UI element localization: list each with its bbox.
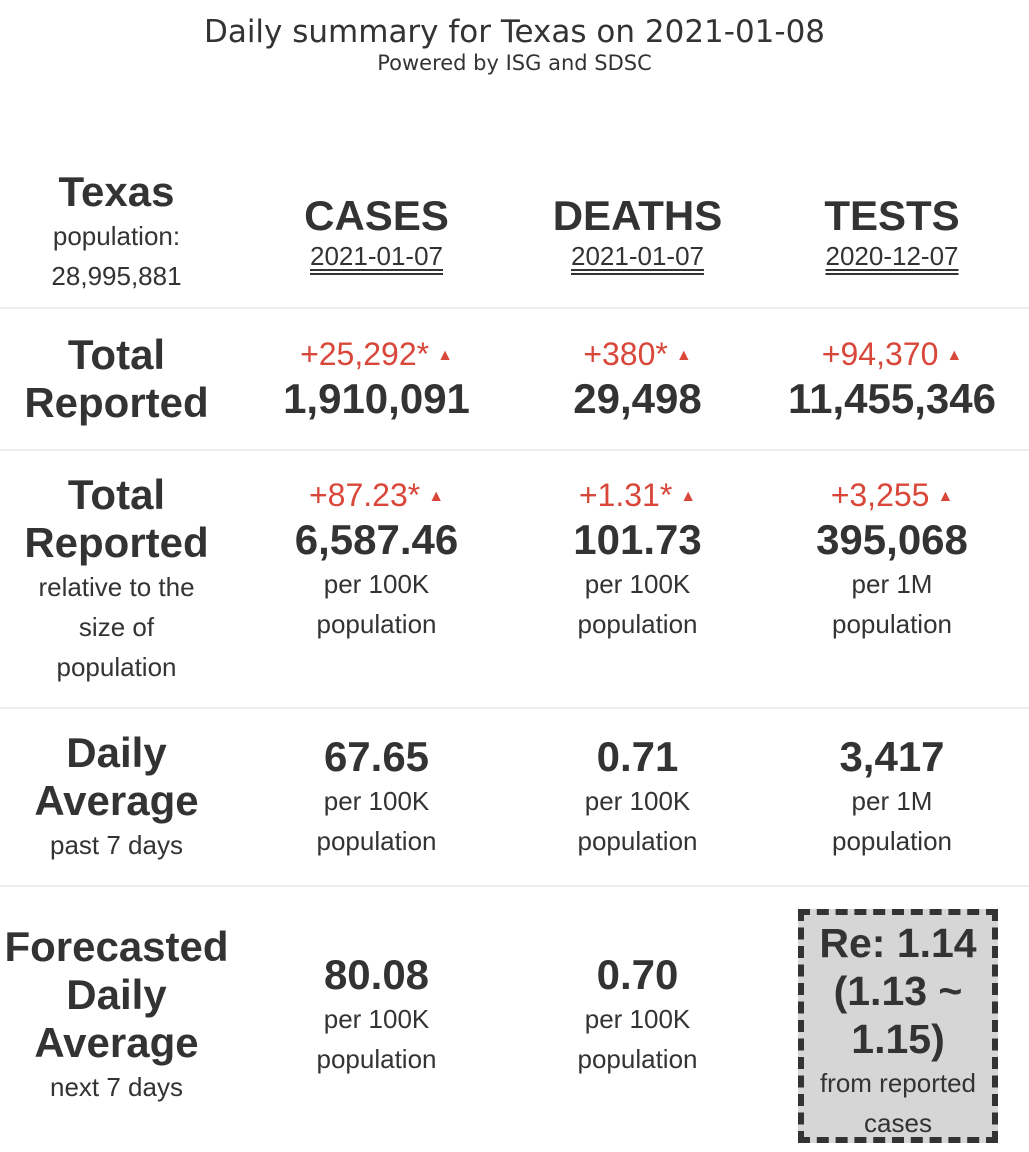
cases-total-value: 1,910,091 xyxy=(283,375,470,422)
total-reported-label: Total Reported xyxy=(0,331,233,427)
tests-daily-value: 3,417 xyxy=(839,733,945,780)
cases-relative-value: 6,587.46 xyxy=(294,516,459,563)
row-sub-line: next 7 days xyxy=(50,1072,183,1102)
deaths-total-value: 29,498 xyxy=(573,375,702,422)
unit-line: population xyxy=(577,1044,698,1074)
page-title: Daily summary for Texas on 2021-01-08 xyxy=(203,14,826,50)
unit-line: population xyxy=(316,826,437,856)
relative-label: Total Reported relative to the size of p… xyxy=(0,471,233,687)
row-label-line: Reported xyxy=(24,519,209,566)
triangle-up-icon: ▲ xyxy=(937,488,954,505)
row-sub-line: relative to the xyxy=(38,572,195,602)
row-label-line: Forecasted xyxy=(4,923,229,970)
tests-column-header: TESTS 2020-12-07 xyxy=(755,192,1029,272)
row-label-line: Reported xyxy=(24,379,209,426)
row-sub-line: past 7 days xyxy=(50,830,183,860)
unit-line: population xyxy=(832,609,952,639)
re-source-line: from reported xyxy=(819,1068,977,1098)
relative-cases-cell: +87.23* ▲ 6,587.46 per 100K population xyxy=(233,476,520,644)
re-interval-low: (1.13 ~ xyxy=(833,968,963,1014)
daily-tests-cell: 3,417 per 1M population xyxy=(755,733,1029,861)
row-sub-line: size of xyxy=(78,612,155,642)
tests-relative-value: 395,068 xyxy=(816,516,968,563)
cases-daily-value: 67.65 xyxy=(323,733,430,780)
divider xyxy=(0,449,1029,451)
deaths-relative-value: 101.73 xyxy=(573,516,702,563)
cases-forecast-value: 80.08 xyxy=(323,951,430,998)
relative-tests-cell: +3,255 ▲ 395,068 per 1M population xyxy=(755,476,1029,644)
deaths-daily-value: 0.71 xyxy=(596,733,679,780)
cases-column-header: CASES 2021-01-07 xyxy=(233,192,520,272)
divider xyxy=(0,707,1029,709)
divider xyxy=(0,885,1029,887)
daily-average-row: Daily Average past 7 days 67.65 per 100K… xyxy=(0,709,1029,885)
forecast-deaths-cell: 0.70 per 100K population xyxy=(520,951,755,1079)
triangle-up-icon: ▲ xyxy=(946,347,963,364)
unit-line: per 100K xyxy=(323,786,430,816)
tests-relative-delta: +3,255 ▲ xyxy=(755,476,1029,516)
row-sub-line: population xyxy=(56,652,177,682)
column-header-row: Texas population: 28,995,881 CASES 2021-… xyxy=(0,158,1029,306)
cases-relative-delta: +87.23* ▲ xyxy=(233,476,520,516)
deaths-delta: +380* ▲ xyxy=(520,335,755,375)
total-cases-cell: +25,292* ▲ 1,910,091 xyxy=(233,335,520,423)
row-label-line: Total xyxy=(67,331,166,378)
unit-line: per 100K xyxy=(584,569,691,599)
re-source-line: cases xyxy=(864,1108,932,1138)
row-label-line: Daily xyxy=(66,971,167,1018)
deaths-column-header: DEATHS 2021-01-07 xyxy=(520,192,755,272)
re-interval-high: 1.15) xyxy=(851,1016,945,1062)
triangle-up-icon: ▲ xyxy=(428,488,445,505)
unit-line: population xyxy=(577,609,698,639)
unit-line: population xyxy=(316,609,437,639)
deaths-heading: DEATHS xyxy=(552,192,723,239)
tests-total-value: 11,455,346 xyxy=(788,375,996,422)
unit-line: per 1M xyxy=(851,569,933,599)
daily-cases-cell: 67.65 per 100K population xyxy=(233,733,520,861)
cases-delta: +25,292* ▲ xyxy=(233,335,520,375)
tests-date-link[interactable]: 2020-12-07 xyxy=(825,241,959,271)
triangle-up-icon: ▲ xyxy=(437,347,453,364)
region-name: Texas xyxy=(58,168,175,215)
forecast-cases-cell: 80.08 per 100K population xyxy=(233,951,520,1079)
population-label: population: xyxy=(52,221,181,251)
unit-line: per 100K xyxy=(584,786,691,816)
unit-line: per 100K xyxy=(323,1004,430,1034)
daily-deaths-cell: 0.71 per 100K population xyxy=(520,733,755,861)
forecast-label: Forecasted Daily Average next 7 days xyxy=(0,923,233,1107)
triangle-up-icon: ▲ xyxy=(675,347,692,364)
unit-line: per 100K xyxy=(584,1004,691,1034)
deaths-relative-delta: +1.31* ▲ xyxy=(520,476,755,516)
unit-line: per 1M xyxy=(851,786,933,816)
deaths-forecast-value: 0.70 xyxy=(596,951,679,998)
deaths-date-link[interactable]: 2021-01-07 xyxy=(571,241,704,271)
unit-line: per 100K xyxy=(323,569,430,599)
daily-average-label: Daily Average past 7 days xyxy=(0,729,233,865)
total-deaths-cell: +380* ▲ 29,498 xyxy=(520,335,755,423)
unit-line: population xyxy=(577,826,698,856)
row-label-line: Total xyxy=(67,471,166,518)
re-value: Re: 1.14 xyxy=(819,920,977,966)
unit-line: population xyxy=(832,826,952,856)
divider xyxy=(0,307,1029,309)
cases-date-link[interactable]: 2021-01-07 xyxy=(310,241,443,271)
tests-delta: +94,370 ▲ xyxy=(755,335,1029,375)
region-cell: Texas population: 28,995,881 xyxy=(0,168,233,296)
total-tests-cell: +94,370 ▲ 11,455,346 xyxy=(755,335,1029,423)
relative-deaths-cell: +1.31* ▲ 101.73 per 100K population xyxy=(520,476,755,644)
page-subtitle: Powered by ISG and SDSC xyxy=(377,51,652,75)
row-label-line: Average xyxy=(34,777,199,824)
triangle-up-icon: ▲ xyxy=(680,488,697,505)
cases-heading: CASES xyxy=(304,192,449,239)
forecast-row: Forecasted Daily Average next 7 days 80.… xyxy=(0,887,1029,1143)
relative-row: Total Reported relative to the size of p… xyxy=(0,451,1029,707)
row-label-line: Average xyxy=(34,1019,199,1066)
row-label-line: Daily xyxy=(66,729,167,776)
unit-line: population xyxy=(316,1044,437,1074)
tests-heading: TESTS xyxy=(824,192,960,239)
reproduction-number-box: Re: 1.14 (1.13 ~ 1.15) from reported cas… xyxy=(798,909,998,1143)
page-header: Daily summary for Texas on 2021-01-08 Po… xyxy=(0,0,1029,76)
population-value: 28,995,881 xyxy=(51,261,182,291)
total-reported-row: Total Reported +25,292* ▲ 1,910,091 +380*… xyxy=(0,309,1029,449)
